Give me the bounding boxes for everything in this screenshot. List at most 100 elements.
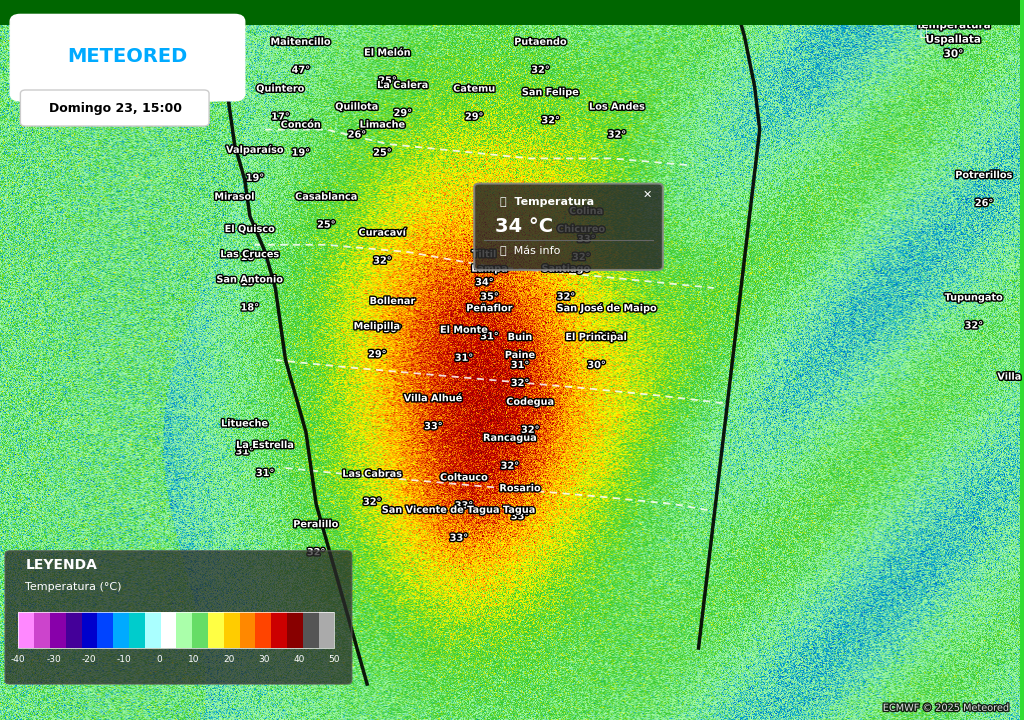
Text: 26°: 26° (348, 130, 367, 140)
Text: 29°: 29° (393, 108, 412, 118)
Text: 33°: 33° (450, 533, 468, 543)
FancyBboxPatch shape (224, 612, 240, 648)
Text: 33°: 33° (424, 421, 442, 431)
Text: Rosario: Rosario (500, 483, 541, 493)
Text: 10: 10 (188, 655, 200, 664)
Text: 34 °C: 34 °C (495, 217, 553, 236)
Text: 31°: 31° (256, 468, 274, 478)
Text: Lampa: Lampa (471, 264, 508, 274)
Text: -10: -10 (117, 655, 131, 664)
FancyBboxPatch shape (255, 612, 271, 648)
Text: Casablanca: Casablanca (295, 192, 357, 202)
Text: 32°: 32° (307, 547, 326, 557)
Text: 18°: 18° (241, 252, 259, 262)
FancyBboxPatch shape (18, 612, 34, 648)
Text: Codegua: Codegua (506, 397, 554, 407)
Text: 32°: 32° (521, 425, 540, 435)
FancyBboxPatch shape (271, 612, 287, 648)
Text: 30°: 30° (588, 360, 606, 370)
Text: Villa: Villa (997, 372, 1022, 382)
Text: 32°: 32° (608, 130, 626, 140)
Text: 50: 50 (329, 655, 340, 664)
Text: ECMWF © 2025 Meteored: ECMWF © 2025 Meteored (883, 703, 1010, 713)
Text: Mirasol: Mirasol (214, 192, 255, 202)
Text: La Calera: La Calera (377, 80, 428, 90)
Text: 30°: 30° (944, 49, 964, 59)
Text: 34°: 34° (475, 277, 494, 287)
Text: ✕: ✕ (643, 189, 652, 199)
Text: 30: 30 (258, 655, 270, 664)
FancyBboxPatch shape (5, 551, 352, 684)
Text: Concón: Concón (281, 120, 321, 130)
Text: 31°: 31° (480, 331, 499, 341)
Text: 🌡: 🌡 (920, 26, 927, 39)
Text: Paine: Paine (505, 350, 536, 360)
Text: 26°: 26° (975, 198, 993, 208)
Text: San Felipe: San Felipe (522, 87, 580, 97)
Text: 29°: 29° (465, 112, 483, 122)
Text: 25°: 25° (317, 220, 336, 230)
FancyBboxPatch shape (474, 184, 663, 270)
Text: Temperatura: Temperatura (915, 20, 991, 30)
Text: LEYENDA: LEYENDA (26, 558, 97, 572)
FancyBboxPatch shape (34, 612, 50, 648)
Text: Coltauco: Coltauco (440, 472, 487, 482)
Text: 33°: 33° (511, 511, 529, 521)
Text: El Quisco: El Quisco (224, 224, 275, 234)
Text: 47°: 47° (292, 65, 310, 75)
Text: 40: 40 (294, 655, 305, 664)
Text: 32°: 32° (511, 378, 529, 388)
Text: 32°: 32° (501, 461, 519, 471)
Text: 35°: 35° (480, 292, 499, 302)
Text: 19°: 19° (246, 173, 264, 183)
Text: 19°: 19° (241, 277, 259, 287)
Text: Bollenar: Bollenar (370, 296, 416, 306)
FancyBboxPatch shape (176, 612, 193, 648)
Text: Tupungato: Tupungato (944, 292, 1004, 302)
Text: 🌡  Temperatura: 🌡 Temperatura (500, 197, 594, 207)
Text: Potrerillos: Potrerillos (955, 170, 1013, 180)
FancyBboxPatch shape (82, 612, 97, 648)
Text: Quintero: Quintero (256, 84, 305, 94)
Text: 32°: 32° (542, 115, 560, 125)
Text: Peralillo: Peralillo (293, 519, 339, 529)
FancyBboxPatch shape (144, 612, 161, 648)
Text: METEORED: METEORED (68, 48, 187, 66)
Text: 0: 0 (156, 655, 162, 664)
FancyBboxPatch shape (20, 90, 209, 126)
Text: Colina: Colina (569, 206, 603, 216)
Text: 32°: 32° (965, 320, 983, 330)
FancyBboxPatch shape (161, 612, 176, 648)
Text: El Monte: El Monte (440, 325, 488, 335)
Text: Valparaíso: Valparaíso (226, 144, 284, 155)
Text: Santiago: Santiago (542, 264, 591, 274)
FancyBboxPatch shape (240, 612, 255, 648)
Text: Domingo 23, 15:00: Domingo 23, 15:00 (49, 102, 181, 114)
FancyBboxPatch shape (193, 612, 208, 648)
Text: Litueche: Litueche (221, 418, 268, 428)
Text: Quillota: Quillota (335, 102, 379, 112)
Text: -40: -40 (11, 655, 26, 664)
Text: Catemu: Catemu (454, 84, 496, 94)
FancyBboxPatch shape (10, 14, 245, 101)
Text: 30°: 30° (383, 324, 401, 334)
Text: El Principal: El Principal (565, 332, 628, 342)
Text: 33°: 33° (455, 500, 473, 510)
Text: Villa Alhué: Villa Alhué (403, 393, 463, 403)
Text: 25°: 25° (373, 148, 391, 158)
Text: 31°: 31° (455, 353, 473, 363)
Text: Melipilla: Melipilla (353, 321, 401, 331)
Text: 29°: 29° (368, 349, 386, 359)
Text: El Melón: El Melón (365, 48, 411, 58)
Text: Temperatura (°C): Temperatura (°C) (26, 582, 122, 592)
Text: Tiltil: Tiltil (472, 249, 497, 259)
Text: Putaendo: Putaendo (514, 37, 566, 47)
Text: -30: -30 (46, 655, 60, 664)
FancyBboxPatch shape (66, 612, 82, 648)
FancyBboxPatch shape (287, 612, 303, 648)
Text: 32°: 32° (572, 252, 591, 262)
Text: San Vicente de Tagua Tagua: San Vicente de Tagua Tagua (382, 505, 536, 515)
Text: 18°: 18° (241, 302, 259, 312)
Text: Maitencillo: Maitencillo (270, 37, 331, 47)
Text: 32°: 32° (364, 497, 381, 507)
